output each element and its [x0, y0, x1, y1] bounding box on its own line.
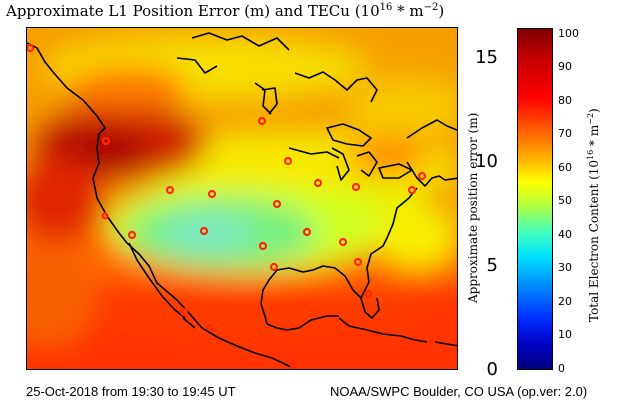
- station-marker: [127, 230, 137, 240]
- station-marker: [283, 156, 293, 166]
- station-marker: [338, 237, 348, 247]
- gps-stations: [27, 43, 427, 369]
- colorbar-tick-90: 90: [558, 60, 572, 73]
- tec-colorbar: [517, 28, 553, 370]
- source-credit: NOAA/SWPC Boulder, CO USA (op.ver: 2.0): [330, 384, 588, 399]
- station-marker: [101, 136, 111, 146]
- station-marker: [269, 262, 279, 272]
- coastlines: [27, 32, 457, 369]
- colorbar-tick-10: 10: [558, 328, 572, 341]
- time-range: 25-Oct-2018 from 19:30 to 19:45 UT: [26, 384, 236, 399]
- station-marker: [407, 185, 417, 195]
- station-marker: [199, 226, 209, 236]
- station-marker: [417, 171, 427, 181]
- colorbar-tick-80: 80: [558, 94, 572, 107]
- station-marker: [101, 212, 109, 220]
- colorbar-tick-50: 50: [558, 194, 572, 207]
- colorbar-tick-40: 40: [558, 228, 572, 241]
- colorbar-tick-20: 20: [558, 295, 572, 308]
- station-marker: [302, 227, 312, 237]
- station-marker: [272, 199, 282, 209]
- station-marker: [363, 289, 373, 299]
- colorbar-tick-60: 60: [558, 161, 572, 174]
- position-tick-5: 5: [486, 255, 498, 276]
- station-marker: [165, 185, 175, 195]
- colorbar-label: Total Electron Content (1016 * m−2): [586, 108, 601, 322]
- position-tick-10: 10: [475, 151, 498, 172]
- colorbar-tick-0: 0: [558, 362, 565, 375]
- station-marker: [257, 116, 267, 126]
- station-marker: [289, 361, 299, 369]
- station-marker: [353, 257, 363, 267]
- chart-title: Approximate L1 Position Error (m) and TE…: [6, 2, 445, 20]
- station-marker: [179, 307, 189, 317]
- station-marker: [27, 43, 35, 53]
- tec-map: [26, 27, 458, 370]
- tec-field: [27, 28, 457, 369]
- colorbar-tick-100: 100: [558, 27, 579, 40]
- station-marker: [258, 241, 268, 251]
- station-marker: [351, 182, 361, 192]
- position-tick-15: 15: [475, 47, 498, 68]
- colorbar-tick-70: 70: [558, 127, 572, 140]
- station-marker: [207, 189, 217, 199]
- station-marker: [313, 178, 323, 188]
- position-tick-0: 0: [486, 359, 498, 380]
- colorbar-tick-30: 30: [558, 261, 572, 274]
- position-axis-label: Approximate position error (m): [466, 112, 480, 303]
- station-marker: [206, 324, 214, 332]
